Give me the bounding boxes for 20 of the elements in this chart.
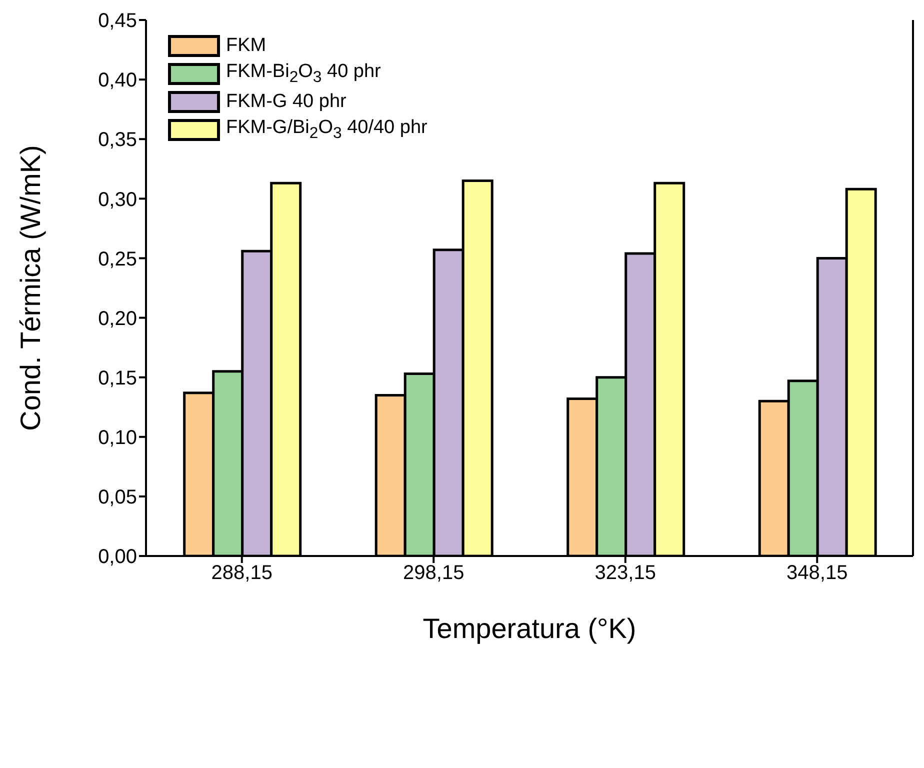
x-tick-label: 348,15 xyxy=(786,562,848,584)
y-tick-label: 0,30 xyxy=(98,188,137,211)
x-tick-label: 298,15 xyxy=(403,562,464,584)
y-tick-label: 0,35 xyxy=(98,129,137,152)
y-tick-label: 0,10 xyxy=(98,426,137,449)
x-tick-label: 288,15 xyxy=(211,562,272,584)
y-tick-label: 0,25 xyxy=(98,248,137,270)
legend-label: FKM-G 40 phr xyxy=(226,91,346,113)
legend-label: FKM-Bi$_{2}$O$_{3}$ 40 phr xyxy=(226,61,381,87)
y-tick-label: 0,20 xyxy=(98,308,137,330)
y-tick-label: 0,40 xyxy=(98,70,137,92)
y-tick-label: 0,05 xyxy=(98,486,137,509)
y-tick-label: 0,15 xyxy=(98,367,137,390)
x-axis-title: Temperatura (°K) xyxy=(422,613,636,644)
legend-label: FKM xyxy=(226,35,266,57)
x-tick-label: 323,15 xyxy=(594,562,656,584)
y-tick-label: 0,45 xyxy=(98,10,137,32)
y-axis-title: Cond. Térmica (W/mK) xyxy=(15,145,46,431)
legend-label: FKM-G/Bi$_{2}$O$_{3}$ 40/40 phr xyxy=(226,117,428,143)
y-tick-label: 0,00 xyxy=(98,546,137,568)
